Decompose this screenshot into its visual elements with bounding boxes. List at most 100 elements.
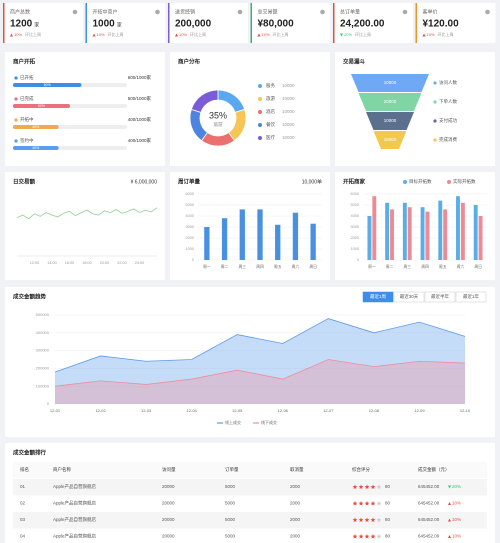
legend-dot bbox=[403, 180, 407, 184]
chart-title: 日交易额 bbox=[13, 177, 36, 185]
chart-title: 周订单量 bbox=[178, 177, 201, 185]
card-change: 10% bbox=[427, 32, 435, 37]
x-tick-label: 周四 bbox=[256, 264, 264, 269]
card-accent bbox=[415, 3, 417, 43]
legend-label: 目标开拓数 bbox=[409, 178, 432, 185]
tab-button[interactable] bbox=[393, 291, 425, 303]
info-icon bbox=[485, 9, 490, 15]
card-value: 1200 bbox=[10, 19, 33, 30]
funnel-value: 15000 bbox=[384, 137, 397, 142]
card-value: 24,200.00 bbox=[340, 19, 385, 30]
progress-count: 600/1000家 bbox=[128, 74, 152, 80]
legend-dot bbox=[258, 110, 262, 114]
x-tick-label: 20:00 bbox=[100, 261, 110, 265]
progress-value: 40% bbox=[32, 125, 39, 129]
chart-total: 10,000单 bbox=[302, 178, 322, 185]
card-title: 开拓中商户 bbox=[93, 8, 118, 15]
star bbox=[364, 534, 370, 539]
trend-arrow bbox=[448, 518, 451, 522]
panel bbox=[5, 172, 165, 280]
star bbox=[352, 484, 358, 490]
card bbox=[3, 3, 83, 43]
table-row-bg bbox=[13, 512, 487, 529]
funnel-label: 访问人数 bbox=[439, 79, 457, 86]
bar bbox=[372, 196, 377, 260]
tab-label: 最近半年 bbox=[431, 293, 449, 300]
y-tick-label: 4000 bbox=[351, 214, 359, 218]
progress-bar bbox=[13, 125, 59, 129]
funnel-label: 支付成功 bbox=[439, 117, 457, 124]
panel bbox=[335, 172, 495, 280]
card-value: 1000 bbox=[93, 19, 116, 30]
table-change: 10% bbox=[452, 517, 461, 522]
y-tick-label: 5000 bbox=[186, 203, 194, 207]
panel bbox=[335, 52, 495, 166]
card bbox=[415, 3, 496, 43]
tab-button[interactable] bbox=[362, 291, 394, 303]
table-cell: 645452.00 bbox=[418, 534, 440, 539]
x-tick-label: 周六 bbox=[457, 264, 465, 269]
bar bbox=[310, 223, 316, 260]
x-tick-label: 周一 bbox=[203, 264, 211, 269]
card bbox=[85, 3, 166, 43]
legend-dot bbox=[447, 180, 451, 184]
x-tick-label: 12-10 bbox=[460, 408, 471, 413]
card-title: 送货经销 bbox=[175, 8, 195, 15]
legend-dot bbox=[14, 97, 18, 101]
card-compare: 环比上周 bbox=[190, 31, 206, 37]
table-row-bg bbox=[13, 479, 487, 496]
legend-value: 10000 bbox=[282, 122, 295, 127]
card-change: 10% bbox=[179, 32, 187, 37]
progress-count: 500/1000家 bbox=[128, 95, 152, 101]
x-tick-label: 周三 bbox=[238, 264, 246, 269]
card-unit: 家 bbox=[117, 21, 122, 28]
card-title: 总订单量 bbox=[340, 8, 360, 15]
tab-button[interactable] bbox=[424, 291, 456, 303]
card bbox=[168, 3, 248, 43]
bar bbox=[456, 196, 460, 260]
table-header: 排名 bbox=[20, 466, 29, 473]
y-tick-label: 0 bbox=[47, 401, 50, 406]
tab-button[interactable] bbox=[455, 291, 487, 303]
x-tick-label: 周五 bbox=[439, 264, 447, 269]
table-cell: 5000 bbox=[225, 517, 236, 522]
x-tick-label: 周五 bbox=[274, 264, 282, 269]
info-icon bbox=[320, 9, 325, 15]
x-tick-label: 14:00 bbox=[47, 261, 57, 265]
bar bbox=[257, 209, 263, 260]
table-header: 成交金额（元） bbox=[418, 466, 450, 473]
table-cell: 20000 bbox=[162, 501, 175, 506]
funnel-label: 完成消费 bbox=[439, 136, 457, 143]
star bbox=[358, 484, 364, 490]
star bbox=[364, 501, 370, 506]
table-cell: 02 bbox=[20, 501, 26, 506]
x-tick-label: 12-06 bbox=[278, 408, 289, 413]
star bbox=[364, 517, 370, 523]
progress-count: 400/1000家 bbox=[128, 116, 152, 122]
y-tick-label: 500000 bbox=[36, 312, 50, 317]
trend-arrow bbox=[175, 33, 178, 37]
table-cell: Apple产品自营旗舰店 bbox=[53, 500, 97, 507]
trend-arrow bbox=[448, 485, 451, 489]
funnel-label: 下单人数 bbox=[439, 98, 457, 105]
bar bbox=[407, 207, 412, 260]
progress-count: 400/1000家 bbox=[128, 137, 152, 143]
funnel-value: 10000 bbox=[384, 80, 397, 85]
table-header: 商户名称 bbox=[53, 466, 71, 473]
bar bbox=[275, 224, 281, 260]
legend-dot bbox=[433, 81, 437, 85]
star bbox=[358, 517, 364, 523]
trend-arrow bbox=[448, 535, 451, 538]
legend-dot bbox=[433, 138, 437, 142]
funnel-level bbox=[351, 74, 429, 92]
star bbox=[358, 501, 364, 506]
x-tick-label: 12-07 bbox=[323, 408, 334, 413]
legend-label: 酒店 bbox=[266, 108, 275, 115]
legend-value: 10000 bbox=[282, 109, 295, 114]
line bbox=[54, 318, 466, 373]
table-cell: 5000 bbox=[225, 501, 236, 506]
star bbox=[358, 534, 364, 539]
table-score: 80 bbox=[385, 484, 391, 489]
card-value: ¥80,000 bbox=[258, 19, 295, 30]
